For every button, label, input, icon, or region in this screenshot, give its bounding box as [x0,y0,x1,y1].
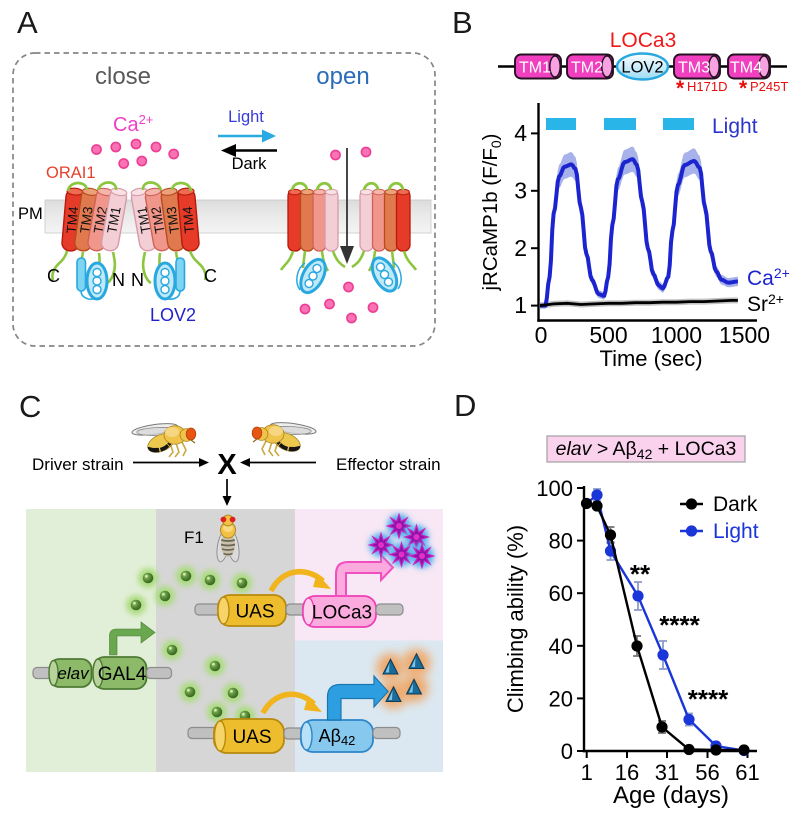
svg-text:****: **** [688,684,729,714]
svg-text:GAL4: GAL4 [98,664,147,685]
svg-text:F1: F1 [184,528,204,547]
svg-text:D: D [454,388,476,423]
svg-text:Time (sec): Time (sec) [599,346,702,371]
svg-text:Dark: Dark [232,155,268,173]
svg-text:2: 2 [514,235,527,261]
svg-text:ORAI1: ORAI1 [46,164,96,182]
svg-text:C: C [47,266,60,286]
svg-text:C: C [19,389,41,424]
svg-text:*: * [676,77,685,100]
svg-text:1: 1 [581,760,593,785]
svg-text:**: ** [630,559,651,589]
svg-text:TM4: TM4 [730,60,762,77]
svg-text:LOCa3: LOCa3 [312,603,372,624]
svg-text:TM4: TM4 [180,205,197,234]
svg-text:3: 3 [514,178,527,204]
svg-text:elav: elav [57,664,90,683]
svg-text:Dark: Dark [713,493,758,516]
svg-text:500: 500 [589,322,627,348]
svg-text:TM3: TM3 [164,206,183,235]
svg-text:Ca2+: Ca2+ [747,265,790,290]
svg-text:31: 31 [655,760,679,785]
svg-text:40: 40 [549,634,573,659]
svg-text:N: N [131,270,144,290]
svg-text:16: 16 [615,760,639,785]
svg-text:open: open [316,63,369,90]
svg-text:100: 100 [536,476,573,501]
svg-text:Climbing ability (%): Climbing ability (%) [503,525,528,713]
svg-text:N: N [112,270,125,290]
svg-text:Sr2+: Sr2+ [747,291,784,316]
svg-text:TM2: TM2 [571,60,603,77]
svg-text:Age (days): Age (days) [613,782,729,809]
svg-text:LOV2: LOV2 [621,59,663,77]
svg-text:LOV2: LOV2 [150,305,196,325]
svg-text:Light: Light [228,108,264,126]
svg-text:4: 4 [514,120,527,146]
svg-text:UAS: UAS [232,727,271,748]
svg-text:Light: Light [713,520,759,543]
svg-text:1500: 1500 [719,322,770,348]
svg-text:TM1: TM1 [519,60,551,77]
svg-text:Driver strain: Driver strain [32,455,124,474]
svg-text:****: **** [659,610,700,640]
svg-text:80: 80 [549,529,573,554]
svg-text:20: 20 [549,686,573,711]
svg-text:0: 0 [561,739,573,764]
svg-text:PM: PM [18,205,43,223]
svg-text:60: 60 [549,581,573,606]
svg-text:B: B [452,5,473,40]
svg-text:*: * [739,77,748,100]
svg-text:Light: Light [712,115,758,138]
svg-text:61: 61 [735,760,759,785]
svg-text:LOCa3: LOCa3 [610,29,677,52]
svg-text:TM1: TM1 [104,205,123,234]
svg-text:0: 0 [535,322,548,348]
svg-text:P245T: P245T [750,79,788,94]
svg-text:UAS: UAS [235,602,274,623]
svg-text:56: 56 [695,760,719,785]
svg-text:X: X [217,449,237,481]
svg-text:TM3: TM3 [678,60,710,77]
svg-text:A: A [17,5,38,40]
svg-text:close: close [95,63,151,90]
svg-text:C: C [204,266,217,286]
svg-text:1: 1 [514,292,527,318]
svg-text:1000: 1000 [651,322,702,348]
svg-text:jRCaMP1b (F/F0): jRCaMP1b (F/F0) [479,133,504,291]
svg-text:Effector strain: Effector strain [336,455,441,474]
svg-text:H171D: H171D [687,79,727,94]
